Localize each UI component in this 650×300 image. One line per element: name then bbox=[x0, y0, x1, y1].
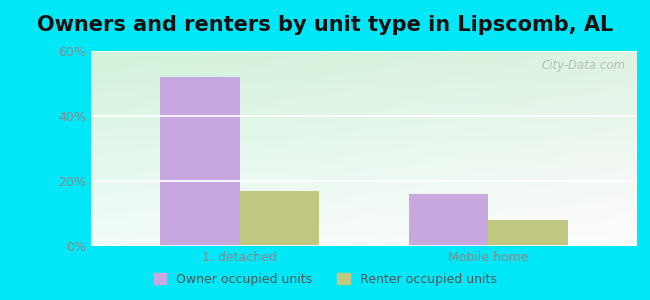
Bar bbox=[409, 194, 488, 246]
Text: City-Data.com: City-Data.com bbox=[542, 59, 626, 72]
Bar bbox=[161, 77, 240, 246]
Bar bbox=[488, 220, 567, 246]
Legend: Owner occupied units, Renter occupied units: Owner occupied units, Renter occupied un… bbox=[148, 268, 502, 291]
Bar bbox=[240, 191, 319, 246]
Text: Owners and renters by unit type in Lipscomb, AL: Owners and renters by unit type in Lipsc… bbox=[37, 15, 613, 35]
